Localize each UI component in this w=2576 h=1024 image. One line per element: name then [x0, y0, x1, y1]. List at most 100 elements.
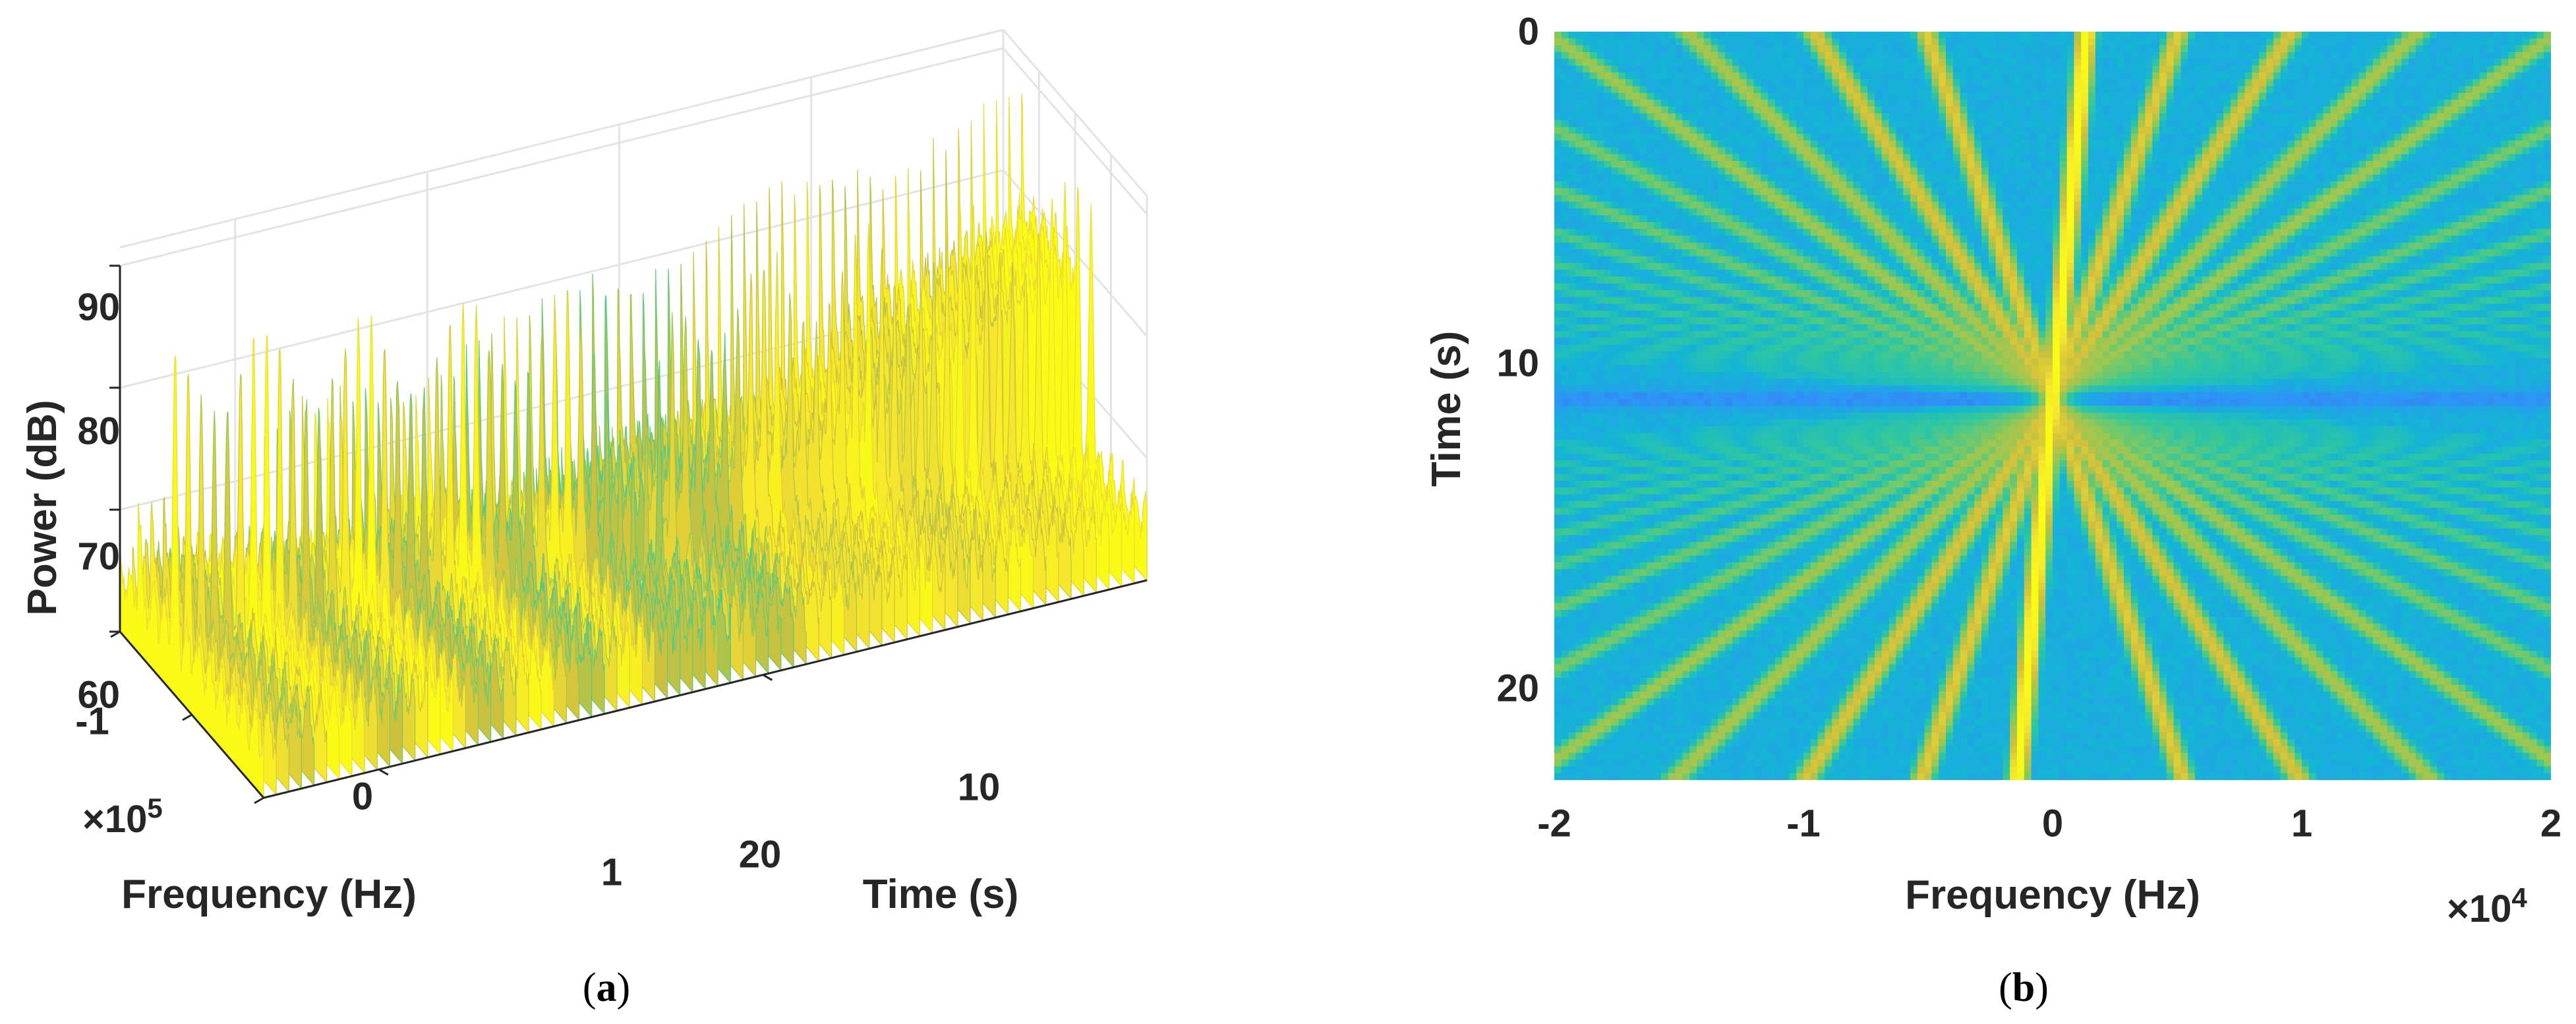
b-heatmap-cell: [2308, 65, 2317, 73]
b-heatmap-cell: [1632, 65, 1641, 73]
b-heatmap-cell: [1675, 195, 1683, 202]
b-heatmap-cell: [2358, 154, 2366, 162]
b-heatmap-cell: [2273, 32, 2281, 40]
b-heatmap-cell: [2088, 100, 2096, 107]
b-heatmap-cell: [1917, 59, 1925, 67]
b-heatmap-cell: [2330, 127, 2338, 135]
b-heatmap-cell: [2544, 100, 2551, 107]
b-heatmap-cell: [2480, 140, 2488, 148]
b-heatmap-cell: [1903, 79, 1911, 87]
b-heatmap-cell: [2351, 32, 2360, 40]
b-heatmap-cell: [1575, 59, 1583, 67]
b-heatmap-cell: [2181, 133, 2188, 141]
b-heatmap-cell: [1960, 72, 1968, 80]
b-heatmap-cell: [1952, 147, 1961, 155]
b-heatmap-cell: [2480, 38, 2488, 46]
b-heatmap-cell: [1568, 140, 1577, 148]
b-heatmap-cell: [2337, 256, 2345, 264]
b-heatmap-cell: [2181, 249, 2188, 257]
b-heatmap-cell: [1860, 215, 1868, 223]
b-heatmap-cell: [1796, 92, 1804, 100]
b-heatmap-cell: [1967, 161, 1975, 169]
b-heatmap-cell: [1583, 65, 1591, 73]
b-heatmap-cell: [1647, 38, 1654, 46]
b-heatmap-cell: [1561, 174, 1569, 182]
b-heatmap-cell: [1668, 72, 1676, 80]
b-heatmap-cell: [1825, 127, 1832, 135]
b-heatmap-cell: [2536, 188, 2544, 196]
b-heatmap-cell: [2522, 32, 2531, 40]
b-heatmap-cell: [2031, 92, 2039, 100]
b-heatmap-cell: [2145, 32, 2153, 40]
b-heatmap-cell: [2145, 133, 2153, 141]
b-heatmap-cell: [2508, 229, 2516, 237]
b-heatmap-cell: [2017, 92, 2025, 100]
b-heatmap-cell: [2480, 106, 2488, 114]
b-heatmap-cell: [1682, 72, 1690, 80]
b-heatmap-cell: [2216, 174, 2224, 182]
b-heatmap-cell: [1782, 249, 1790, 257]
b-heatmap-cell: [2515, 229, 2523, 237]
b-heatmap-cell: [1768, 256, 1776, 264]
b-heatmap-cell: [2351, 262, 2360, 270]
b-heatmap-cell: [1846, 161, 1854, 169]
b-heatmap-cell: [1611, 154, 1619, 162]
b-heatmap-cell: [2159, 72, 2167, 80]
b-heatmap-cell: [2422, 106, 2431, 114]
b-heatmap-cell: [2302, 161, 2310, 169]
b-heatmap-cell: [1939, 140, 1947, 148]
b-heatmap-cell: [1946, 140, 1954, 148]
b-heatmap-cell: [2480, 195, 2488, 202]
b-heatmap-cell: [1675, 229, 1683, 237]
b-heatmap-cell: [2188, 113, 2196, 121]
b-heatmap-cell: [1860, 133, 1868, 141]
b-heatmap-cell: [2287, 235, 2295, 243]
b-heatmap-cell: [2102, 120, 2111, 128]
b-heatmap-cell: [1817, 106, 1826, 114]
b-heatmap-cell: [2017, 38, 2025, 46]
b-heatmap-cell: [2486, 133, 2495, 141]
b-heatmap-cell: [1931, 167, 1939, 175]
b-heatmap-cell: [1647, 65, 1654, 73]
b-heatmap-cell: [2223, 154, 2231, 162]
b-heatmap-cell: [1810, 161, 1819, 169]
b-heatmap-cell: [1761, 154, 1769, 162]
b-heatmap-cell: [1867, 235, 1875, 243]
b-heatmap-cell: [1625, 140, 1633, 148]
b-heatmap-cell: [2231, 113, 2239, 121]
b-heatmap-cell: [2117, 195, 2124, 202]
b-heatmap-cell: [1931, 106, 1939, 114]
b-heatmap-cell: [2166, 140, 2175, 148]
b-heatmap-cell: [1761, 86, 1769, 94]
b-heatmap-cell: [2266, 100, 2274, 107]
b-heatmap-cell: [2117, 201, 2124, 210]
b-heatmap-cell: [1575, 133, 1583, 141]
b-heatmap-cell: [1881, 100, 1890, 107]
b-heatmap-cell: [2480, 242, 2488, 250]
b-heatmap-cell: [1632, 167, 1641, 175]
b-heatmap-cell: [2244, 215, 2253, 223]
b-heatmap-cell: [2145, 72, 2153, 80]
b-heatmap-cell: [2031, 242, 2039, 250]
b-heatmap-cell: [1711, 120, 1719, 128]
b-heatmap-cell: [1761, 235, 1769, 243]
b-heatmap-cell: [1596, 195, 1605, 202]
b-heatmap-cell: [1575, 113, 1583, 121]
b-heatmap-cell: [1995, 65, 2004, 73]
b-heatmap-cell: [1689, 235, 1697, 243]
b-heatmap-cell: [1761, 256, 1769, 264]
b-heatmap-cell: [1782, 154, 1790, 162]
b-heatmap-cell: [1974, 38, 1982, 46]
b-heatmap-cell: [2003, 140, 2010, 148]
b-heatmap-cell: [1903, 92, 1911, 100]
b-heatmap-cell: [1725, 215, 1733, 223]
b-heatmap-cell: [2344, 140, 2353, 148]
b-heatmap-cell: [2444, 72, 2452, 80]
b-heatmap-cell: [1753, 167, 1761, 175]
b-heatmap-cell: [2145, 38, 2153, 46]
b-heatmap-cell: [1568, 113, 1577, 121]
b-heatmap-cell: [2003, 92, 2010, 100]
b-heatmap-cell: [1774, 235, 1783, 243]
b-heatmap-cell: [1654, 229, 1662, 237]
b-heatmap-cell: [2130, 167, 2139, 175]
